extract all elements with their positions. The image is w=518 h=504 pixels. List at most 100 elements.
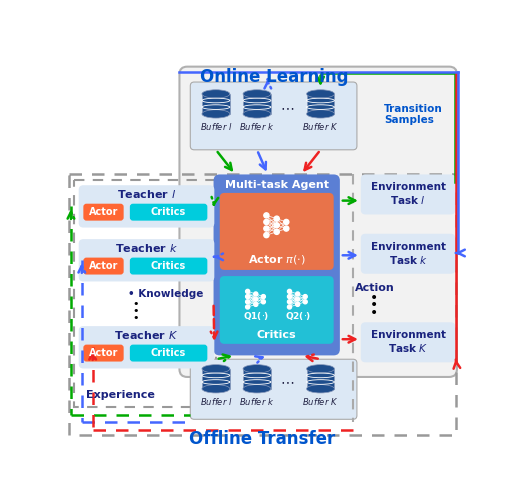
Ellipse shape [202,110,230,118]
FancyBboxPatch shape [83,258,124,275]
Circle shape [287,294,292,298]
Polygon shape [307,369,335,389]
Text: Teacher $K$: Teacher $K$ [114,330,179,341]
FancyBboxPatch shape [190,82,357,150]
Text: Actor: Actor [89,261,118,271]
Circle shape [264,213,269,218]
FancyBboxPatch shape [79,185,214,228]
Text: Critics: Critics [151,348,186,358]
Circle shape [274,223,279,228]
FancyBboxPatch shape [130,204,207,221]
Ellipse shape [243,110,271,118]
Ellipse shape [307,110,335,118]
Circle shape [254,297,258,301]
Text: Buffer $k$: Buffer $k$ [239,121,275,132]
Ellipse shape [307,90,335,98]
Ellipse shape [307,385,335,393]
Circle shape [264,226,269,231]
FancyBboxPatch shape [179,67,457,377]
Text: Environment
Task $l$: Environment Task $l$ [370,182,445,207]
Ellipse shape [243,364,271,373]
Circle shape [274,216,279,221]
Text: Online Learning: Online Learning [200,69,348,86]
Text: Buffer $l$: Buffer $l$ [199,396,232,407]
Circle shape [246,289,250,293]
FancyBboxPatch shape [213,174,340,355]
Text: Buffer $l$: Buffer $l$ [199,121,232,132]
FancyBboxPatch shape [130,258,207,275]
Circle shape [284,219,289,224]
Text: •: • [132,299,139,309]
Circle shape [287,305,292,309]
Circle shape [303,300,307,304]
Bar [68,174,456,434]
Text: Offline Transfer: Offline Transfer [189,430,336,449]
Text: $\cdots$: $\cdots$ [280,100,294,114]
Text: Critics: Critics [151,261,186,271]
Text: Transition
Samples: Transition Samples [384,104,443,125]
Text: Environment
Task $K$: Environment Task $K$ [370,330,445,354]
Text: Q1($\cdot$): Q1($\cdot$) [242,310,269,322]
Circle shape [296,297,300,301]
Text: $\cdots$: $\cdots$ [280,374,294,389]
Ellipse shape [202,364,230,373]
Circle shape [287,289,292,293]
Text: •: • [370,298,378,312]
Polygon shape [307,94,335,114]
FancyBboxPatch shape [83,204,124,221]
Ellipse shape [202,90,230,98]
Circle shape [246,305,250,309]
Text: •: • [132,312,139,323]
Ellipse shape [202,385,230,393]
FancyBboxPatch shape [361,322,455,362]
FancyBboxPatch shape [83,345,124,361]
Circle shape [261,300,265,304]
Bar [74,180,216,407]
Text: •: • [132,306,139,316]
Circle shape [254,292,258,296]
Text: Q2($\cdot$): Q2($\cdot$) [284,310,311,322]
Text: Buffer $K$: Buffer $K$ [303,396,339,407]
Circle shape [274,229,279,234]
Circle shape [254,302,258,306]
Circle shape [261,294,265,298]
Circle shape [303,294,307,298]
Text: Teacher $l$: Teacher $l$ [117,188,176,201]
FancyBboxPatch shape [79,239,214,281]
Text: Multi-task Agent: Multi-task Agent [225,180,329,190]
Circle shape [287,300,292,304]
Polygon shape [243,369,271,389]
Ellipse shape [243,385,271,393]
Ellipse shape [243,90,271,98]
Text: Teacher $k$: Teacher $k$ [115,242,178,255]
Polygon shape [243,94,271,114]
FancyBboxPatch shape [220,193,334,270]
Text: Action: Action [355,283,395,293]
Ellipse shape [307,364,335,373]
Text: • Knowledge: • Knowledge [128,289,204,299]
Circle shape [246,300,250,304]
Circle shape [264,232,269,238]
Text: Actor: Actor [89,348,118,358]
Circle shape [246,294,250,298]
FancyBboxPatch shape [361,174,455,215]
Text: Critics: Critics [257,330,296,340]
Circle shape [296,292,300,296]
Text: Critics: Critics [151,207,186,217]
Text: •: • [370,291,378,304]
Text: Environment
Task $k$: Environment Task $k$ [370,242,445,266]
Polygon shape [202,369,230,389]
FancyBboxPatch shape [361,234,455,274]
Text: Actor $\pi(\cdot)$: Actor $\pi(\cdot)$ [248,253,306,266]
Text: Buffer $k$: Buffer $k$ [239,396,275,407]
Text: •: • [370,306,378,320]
Polygon shape [202,94,230,114]
FancyBboxPatch shape [79,326,214,368]
Text: Actor: Actor [89,207,118,217]
FancyBboxPatch shape [190,359,357,419]
FancyBboxPatch shape [130,345,207,361]
Circle shape [296,302,300,306]
Circle shape [284,226,289,231]
FancyBboxPatch shape [220,276,334,344]
Text: Buffer $K$: Buffer $K$ [303,121,339,132]
